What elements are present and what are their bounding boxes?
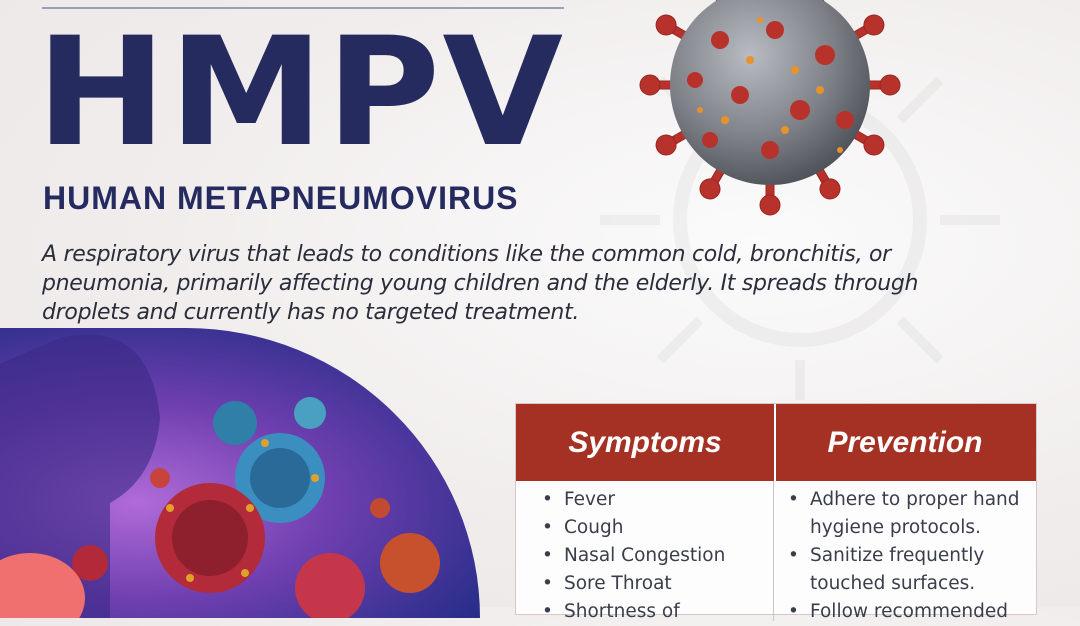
illustration-image (0, 334, 440, 618)
list-item: Adhere to proper hand hygiene protocols. (788, 486, 1028, 542)
list-item: Sanitize frequently touched surfaces. (788, 542, 1028, 598)
page-title: HMPV (36, 6, 566, 180)
list-item: Nasal Congestion (542, 542, 767, 570)
symptoms-list: Fever Cough Nasal Congestion Sore Throat… (542, 486, 767, 626)
symptoms-prevention-table: Symptoms Prevention Fever Cough Nasal Co… (515, 403, 1037, 626)
list-item: Cough (542, 514, 767, 542)
table-header-row: Symptoms Prevention (516, 404, 1036, 481)
virus-icon (639, 0, 901, 216)
list-item: Fever (542, 486, 767, 514)
symptoms-header: Symptoms (568, 425, 722, 459)
list-item: Sore Throat (542, 570, 767, 598)
list-item: Follow recommended (788, 598, 1028, 626)
page-subtitle: HUMAN METAPNEUMOVIRUS (43, 180, 519, 216)
prevention-header: Prevention (774, 404, 1034, 481)
virus-illustration (0, 328, 480, 618)
virus-description: A respiratory virus that leads to condit… (42, 242, 919, 325)
list-item: Shortness of (542, 598, 767, 626)
column-divider (773, 481, 774, 621)
top-divider (42, 7, 564, 9)
prevention-list: Adhere to proper hand hygiene protocols.… (788, 486, 1028, 626)
